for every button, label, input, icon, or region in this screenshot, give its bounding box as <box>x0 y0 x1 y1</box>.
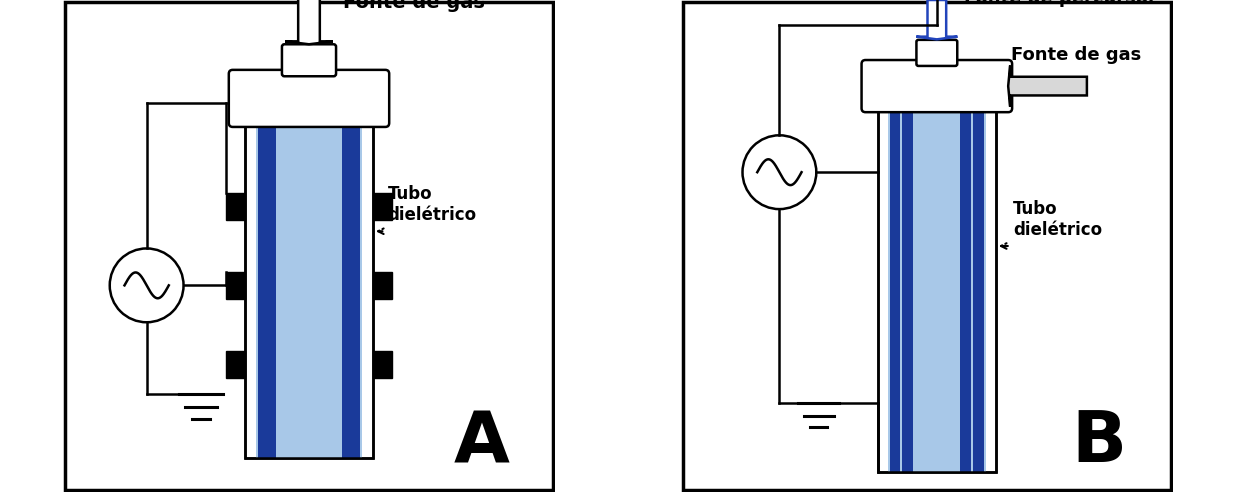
Bar <box>373 193 392 220</box>
Polygon shape <box>916 0 958 39</box>
Polygon shape <box>1009 65 1086 107</box>
Bar <box>373 272 392 299</box>
Bar <box>245 123 373 458</box>
FancyBboxPatch shape <box>916 40 957 66</box>
Bar <box>256 123 362 458</box>
Text: Fonte de gas: Fonte de gas <box>344 0 486 12</box>
Polygon shape <box>286 0 332 44</box>
Bar <box>226 272 245 299</box>
Text: Tubo
dielétrico: Tubo dielétrico <box>1014 200 1103 239</box>
Bar <box>902 108 913 472</box>
Text: Fonte de gas: Fonte de gas <box>1011 46 1141 64</box>
Bar <box>258 123 276 458</box>
FancyBboxPatch shape <box>282 44 336 76</box>
Bar <box>960 108 971 472</box>
Bar <box>342 123 360 458</box>
FancyBboxPatch shape <box>229 70 389 127</box>
Bar <box>226 350 245 378</box>
Text: A: A <box>454 408 509 477</box>
Text: Tubo
dielétrico: Tubo dielétrico <box>388 185 477 224</box>
FancyBboxPatch shape <box>861 60 1012 112</box>
Bar <box>878 108 996 472</box>
Text: Fonte de percursor: Fonte de percursor <box>964 0 1157 6</box>
Bar <box>245 123 373 458</box>
Bar <box>226 193 245 220</box>
Bar <box>973 108 984 472</box>
Bar <box>373 350 392 378</box>
Bar <box>878 108 996 472</box>
Text: B: B <box>1072 408 1127 477</box>
Bar <box>890 108 901 472</box>
Bar <box>887 108 986 472</box>
